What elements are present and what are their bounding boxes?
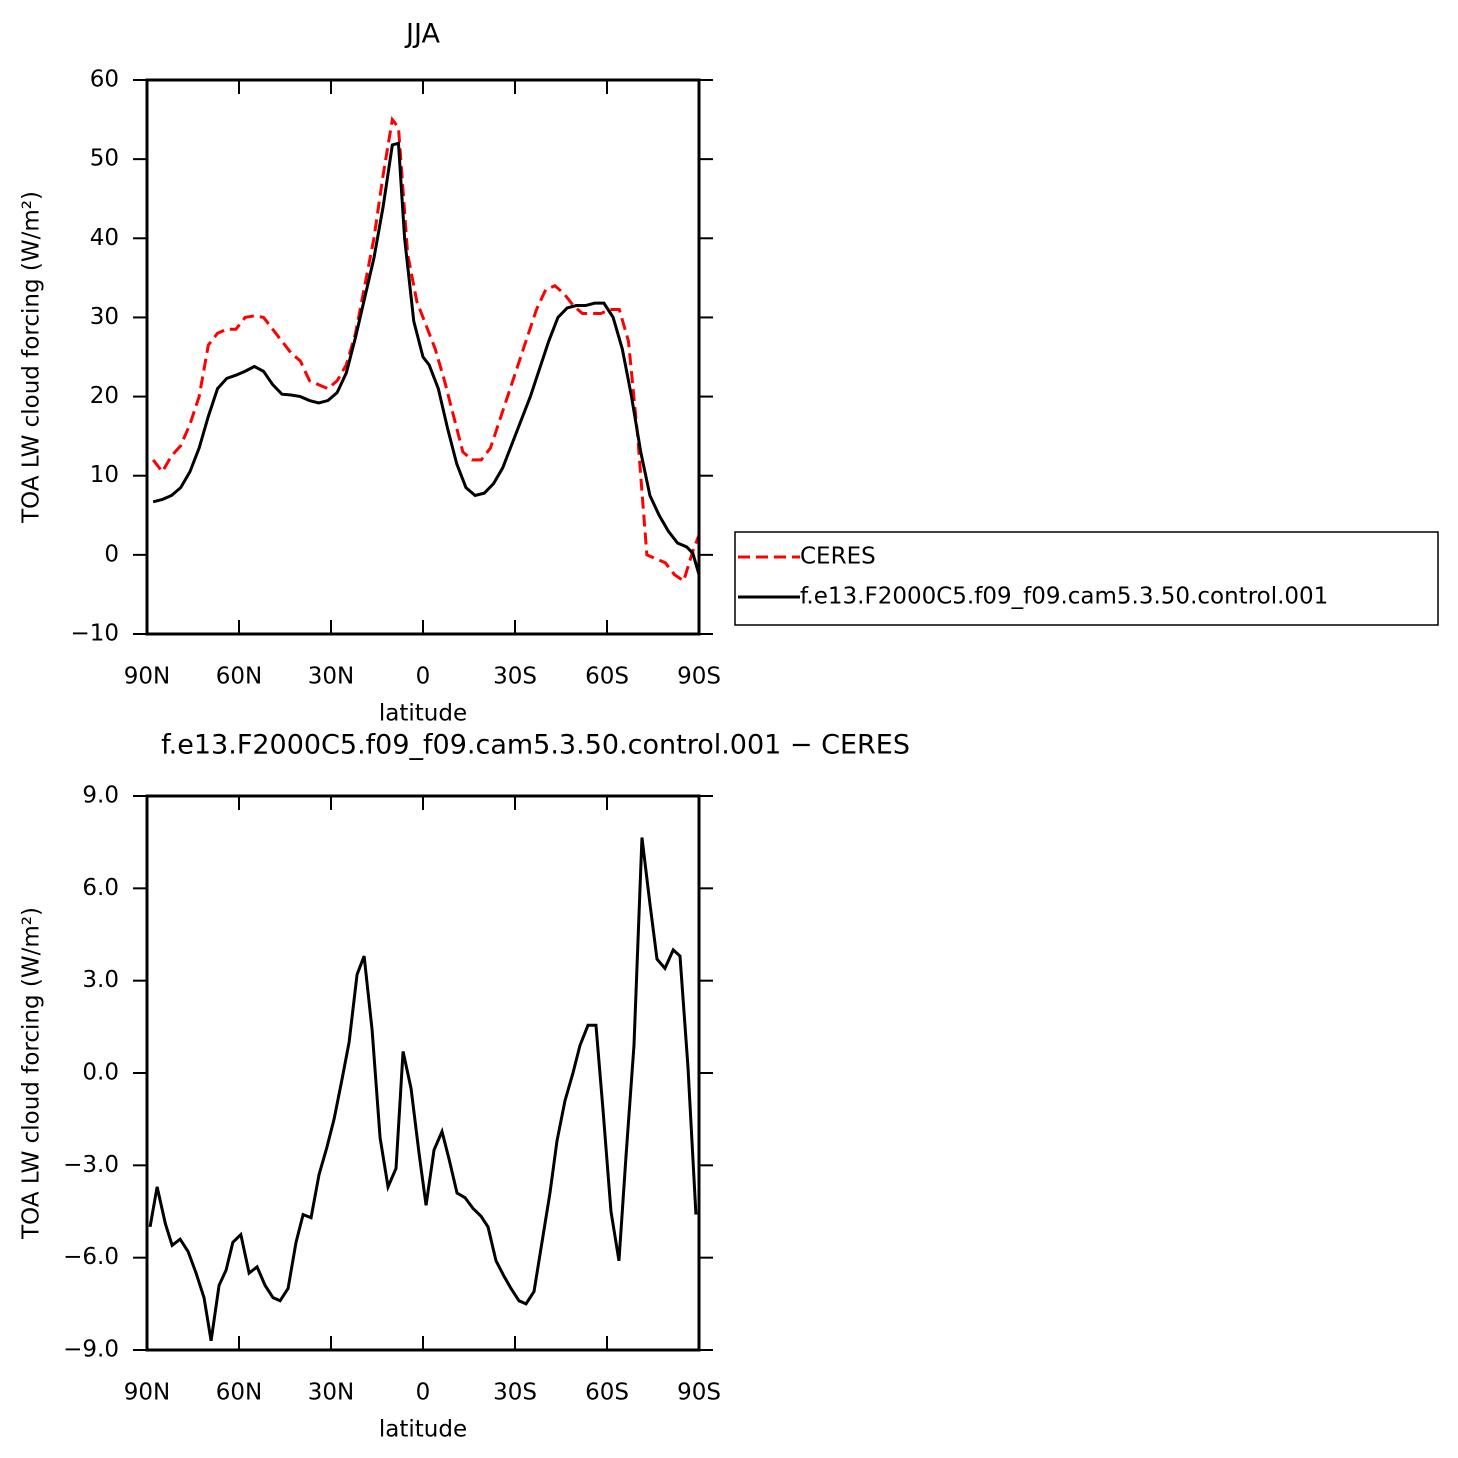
data-line [152, 141, 701, 576]
y-tick-label: 30 [90, 304, 119, 330]
x-tick-label: 60N [216, 664, 262, 690]
x-tick-label: 30N [308, 1380, 354, 1406]
data-line [148, 837, 698, 1342]
legend-label: f.e13.F2000C5.f09_f09.cam5.3.50.control.… [800, 584, 1328, 610]
y-tick-label: 60 [90, 67, 119, 93]
y-tick-label: 3.0 [82, 967, 119, 993]
x-tick-label: 30N [308, 664, 354, 690]
x-tick-label: 60S [585, 664, 629, 690]
plot-frame [145, 78, 701, 636]
plot-frame [145, 794, 701, 1352]
y-tick-label: 50 [90, 146, 119, 172]
y-tick-label: −9.0 [63, 1337, 119, 1363]
x-tick-label: 90N [124, 664, 170, 690]
y-tick-label: −3.0 [63, 1152, 119, 1178]
y-tick-label: 9.0 [82, 783, 119, 809]
y-tick-label: 0 [104, 541, 119, 567]
y-tick-label: 0.0 [82, 1060, 119, 1086]
x-tick-label: 30S [493, 1380, 537, 1406]
chart-title: JJA [404, 19, 440, 50]
y-tick-label: 40 [90, 225, 119, 251]
y-tick-label: 10 [90, 462, 119, 488]
x-tick-label: 0 [416, 664, 431, 690]
x-tick-label: 60N [216, 1380, 262, 1406]
x-tick-label: 30S [493, 664, 537, 690]
x-tick-label: 0 [416, 1380, 431, 1406]
x-tick-label: 90S [677, 664, 721, 690]
legend-box [734, 531, 1439, 626]
x-axis-title: latitude [379, 1417, 467, 1443]
x-tick-label: 60S [585, 1380, 629, 1406]
y-tick-label: −10 [70, 621, 119, 647]
y-axis-title: TOA LW cloud forcing (W/m²) [19, 191, 45, 524]
y-axis-title: TOA LW cloud forcing (W/m²) [19, 907, 45, 1240]
y-tick-label: 20 [90, 383, 119, 409]
legend-label: CERES [800, 544, 876, 570]
x-tick-label: 90N [124, 1380, 170, 1406]
data-line [151, 115, 701, 584]
chart-title: f.e13.F2000C5.f09_f09.cam5.3.50.control.… [161, 730, 910, 761]
x-tick-label: 90S [677, 1380, 721, 1406]
y-tick-label: 6.0 [82, 875, 119, 901]
y-tick-label: −6.0 [63, 1244, 119, 1270]
x-axis-title: latitude [379, 701, 467, 727]
